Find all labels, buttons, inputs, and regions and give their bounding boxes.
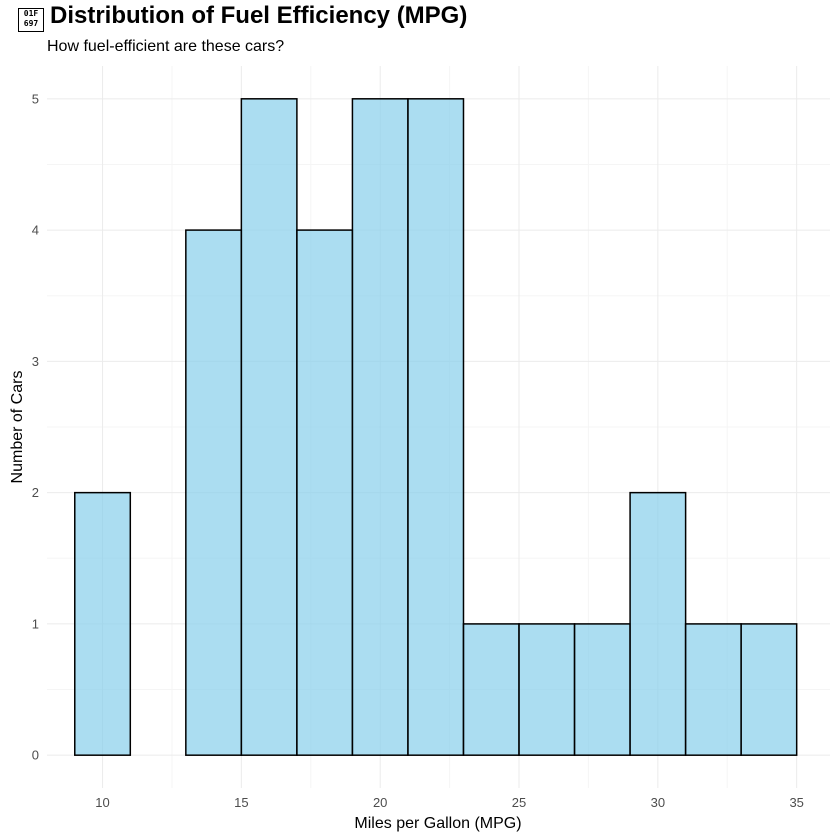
histogram-bar-7	[462, 623, 520, 756]
car-emoji-icon: 01F 697	[18, 8, 44, 32]
histogram-bars	[74, 98, 798, 756]
y-tick-label: 1	[32, 616, 39, 631]
y-tick-label: 4	[32, 223, 39, 238]
histogram-bar-5	[351, 98, 409, 756]
x-tick-label: 15	[234, 795, 248, 810]
histogram-bar-3	[240, 98, 298, 756]
x-tick-label: 25	[512, 795, 526, 810]
chart-title: 01F 697 Distribution of Fuel Efficiency (M…	[18, 2, 467, 32]
y-tick-label: 5	[32, 91, 39, 106]
histogram-bar-12	[740, 623, 798, 756]
y-tick-label: 3	[32, 354, 39, 369]
y-tick-label: 2	[32, 485, 39, 500]
chart-subtitle: How fuel-efficient are these cars?	[47, 38, 285, 55]
histogram-bar-0	[74, 491, 132, 756]
chart-title-text: Distribution of Fuel Efficiency (MPG)	[50, 2, 468, 29]
histogram-bar-4	[296, 229, 354, 756]
histogram-bar-11	[684, 623, 742, 756]
histogram-bar-9	[573, 623, 631, 756]
y-axis-title: Number of Cars	[9, 371, 26, 484]
x-axis-ticks: 10 15 20 25 30 35	[95, 795, 804, 810]
histogram-bar-6	[407, 98, 465, 756]
x-axis-title: Miles per Gallon (MPG)	[354, 815, 521, 832]
x-tick-label: 10	[95, 795, 109, 810]
x-tick-label: 35	[789, 795, 803, 810]
x-tick-label: 30	[651, 795, 665, 810]
histogram-bar-2	[185, 229, 243, 756]
y-tick-label: 0	[32, 748, 39, 763]
histogram-bar-10	[629, 491, 687, 756]
x-tick-label: 20	[373, 795, 387, 810]
histogram-bar-8	[518, 623, 576, 756]
y-axis-ticks: 0 1 2 3 4 5	[32, 91, 39, 762]
